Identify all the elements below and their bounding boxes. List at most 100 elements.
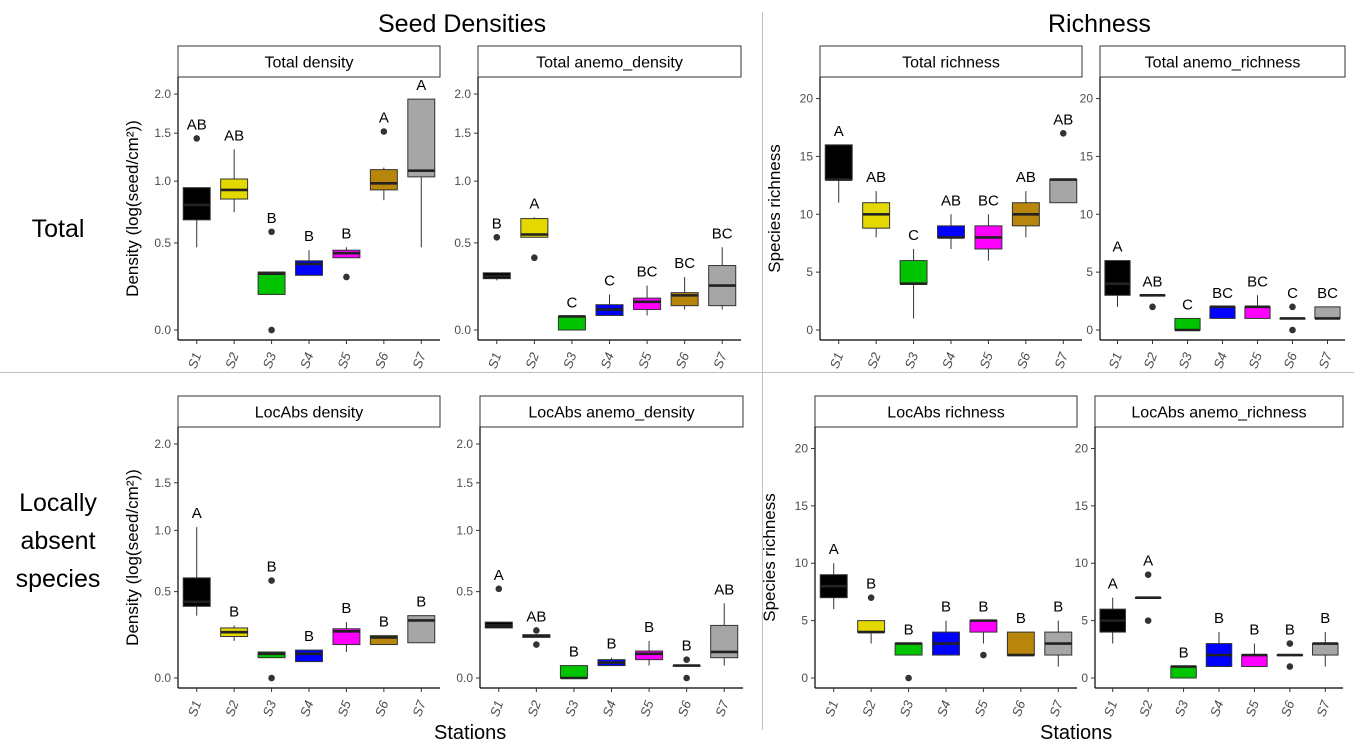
section-title-richness: Richness <box>1048 10 1151 38</box>
box-S5 <box>969 620 998 633</box>
outlier-point <box>1289 326 1296 334</box>
significance-letter: B <box>379 614 389 631</box>
box-S6 <box>1006 631 1035 656</box>
y-tick-label: 0 <box>801 671 808 685</box>
significance-letter: B <box>1249 622 1259 639</box>
y-tick-label: 15 <box>1080 149 1094 163</box>
x-tick-label: S6 <box>673 350 693 371</box>
significance-letter: B <box>569 644 579 661</box>
significance-letter: B <box>1214 610 1224 627</box>
panel-3: Total richness 0 5 10 15 20 Species richness A S… <box>765 45 1083 371</box>
y-tick-label: 0 <box>1081 671 1088 685</box>
y-tick-label: 5 <box>1081 614 1088 628</box>
horizontal-divider <box>0 372 1354 373</box>
x-tick-label: S7 <box>1051 350 1071 371</box>
x-tick-label: S5 <box>971 698 991 719</box>
y-tick-label: 20 <box>1080 92 1094 106</box>
x-tick-label: S4 <box>297 698 317 718</box>
outlier-point <box>493 233 501 241</box>
y-tick-label: 0 <box>1086 323 1093 337</box>
facet-title: Total density <box>265 55 354 72</box>
significance-letter: B <box>267 210 277 227</box>
x-tick-label: S6 <box>1281 350 1301 371</box>
y-tick-label: 0 <box>806 323 813 337</box>
x-tick-label: S6 <box>1278 698 1298 719</box>
y-tick-label: 0.5 <box>456 585 473 599</box>
panel-7: LocAbs richness 0 5 10 15 20 Species richness A… <box>760 395 1078 719</box>
significance-letter: B <box>1179 645 1189 662</box>
box-S3 <box>894 643 923 656</box>
x-tick-label: S3 <box>897 698 917 719</box>
facet-strip <box>819 45 1083 78</box>
y-tick-label: 10 <box>1080 207 1094 221</box>
significance-letter: AB <box>714 581 734 598</box>
x-tick-label: S2 <box>522 350 542 371</box>
x-tick-label: S7 <box>1313 698 1333 719</box>
outlier-point <box>380 128 388 135</box>
significance-letter: BC <box>1247 273 1268 290</box>
panel-8: LocAbs anemo_richness 0 5 10 15 20 A S1 A S2 B S3 B S… <box>1075 395 1344 719</box>
significance-letter: AB <box>1053 111 1073 128</box>
x-tick-label: S4 <box>297 350 317 370</box>
outlier-point <box>1149 303 1156 311</box>
box-S7 <box>1312 643 1339 656</box>
facet-title: Total richness <box>902 55 1000 72</box>
x-tick-label: S1 <box>485 350 505 370</box>
x-tick-label: S2 <box>222 350 242 371</box>
x-tick-label: S3 <box>260 698 280 719</box>
panel-4: Total anemo_richness 0 5 10 15 20 A S1 AB S2 C S3 BC… <box>1080 45 1346 371</box>
panel-1: Total density 0.0 0.5 1.0 1.5 2.0 Density (log… <box>123 45 441 371</box>
outlier-point <box>531 254 538 262</box>
x-tick-label: S2 <box>1141 350 1161 371</box>
panel-5: LocAbs density 0.0 0.5 1.0 1.5 2.0 Density (lo… <box>123 395 441 719</box>
y-tick-label: 0.0 <box>454 323 471 337</box>
row-label-locally-absent: Locally absent species <box>15 489 101 593</box>
significance-letter: B <box>1053 599 1063 616</box>
outlier-point <box>1286 663 1294 670</box>
x-tick-label: S5 <box>334 350 354 371</box>
x-tick-label: S4 <box>939 350 959 370</box>
x-tick-label: S5 <box>635 350 655 371</box>
outlier-point <box>268 228 275 236</box>
significance-letter: BC <box>978 192 999 209</box>
y-tick-label: 10 <box>1075 556 1089 570</box>
outlier-point <box>683 674 690 682</box>
panel-2: Total anemo_density 0.0 0.5 1.0 1.5 2.0 B S1 A S2… <box>454 45 742 371</box>
box-S5 <box>635 650 664 661</box>
section-title-seed-densities: Seed Densities <box>378 10 547 38</box>
x-tick-label: S5 <box>976 350 996 371</box>
x-tick-label: S7 <box>1046 698 1066 719</box>
y-tick-label: 1.0 <box>456 523 473 537</box>
significance-letter: AB <box>224 127 244 144</box>
box-S7 <box>1049 179 1078 204</box>
y-tick-label: 0.5 <box>454 236 471 250</box>
significance-letter: AB <box>1016 169 1036 186</box>
y-tick-label: 1.0 <box>154 174 171 188</box>
significance-letter: BC <box>674 255 695 272</box>
significance-letter: B <box>304 228 314 245</box>
box-S7 <box>1314 306 1341 319</box>
significance-letter: B <box>229 603 239 620</box>
y-tick-label: 20 <box>795 441 809 455</box>
x-axis-title-right: Stations <box>1040 722 1113 744</box>
significance-letter: AB <box>526 608 546 625</box>
significance-letter: A <box>529 195 539 212</box>
x-tick-label: S3 <box>560 350 580 371</box>
y-tick-label: 0.0 <box>456 671 473 685</box>
panel-6: LocAbs anemo_density 0.0 0.5 1.0 1.5 2.0 A S1 AB… <box>456 395 744 718</box>
significance-letter: B <box>866 576 876 593</box>
outlier-point <box>980 651 987 659</box>
x-tick-label: S4 <box>1207 698 1227 718</box>
significance-letter: C <box>567 294 578 311</box>
significance-letter: B <box>1285 622 1295 639</box>
box-S4 <box>937 225 965 238</box>
x-axis-title-left: Stations <box>434 722 507 744</box>
row-label-total: Total <box>31 215 85 243</box>
box-S7 <box>407 98 436 178</box>
facet-title: Total anemo_density <box>536 55 683 72</box>
outlier-point <box>1144 617 1152 624</box>
x-tick-label: S3 <box>1172 698 1192 719</box>
y-axis-title: Species richness <box>760 493 779 622</box>
y-tick-label: 0.5 <box>154 236 171 250</box>
